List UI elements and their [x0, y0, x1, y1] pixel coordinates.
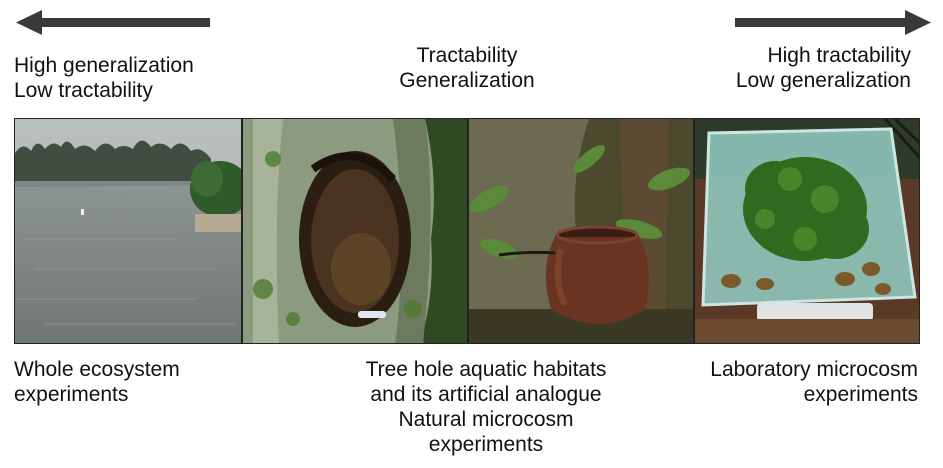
bottom-center-line2: and its artificial analogue — [370, 383, 602, 406]
top-left-line2: Low tractability — [14, 79, 153, 102]
bottom-right-label: Laboratory microcosm experiments — [650, 357, 918, 407]
bottom-center-line1: Tree hole aquatic habitats — [365, 358, 607, 381]
top-right-label: High tractability Low generalization — [653, 43, 911, 93]
bottom-center-line4: experiments — [428, 433, 544, 456]
left-arrow-icon — [16, 10, 210, 35]
bottom-left-label: Whole ecosystem experiments — [14, 357, 180, 407]
bottom-left-line1: Whole ecosystem — [14, 358, 180, 381]
bottom-right-line2: experiments — [803, 383, 918, 406]
bottom-center-line3: Natural microcosm — [398, 408, 574, 431]
top-center-line1: Tractability — [416, 44, 518, 67]
tree-hole-photo — [242, 118, 468, 344]
top-left-line1: High generalization — [14, 54, 194, 77]
top-right-line2: Low generalization — [735, 69, 911, 92]
bottom-left-line2: experiments — [14, 383, 129, 406]
lake-photo — [14, 118, 242, 344]
right-arrow-icon — [735, 10, 931, 35]
bottom-center-label: Tree hole aquatic habitats and its artif… — [326, 357, 646, 457]
bottom-right-line1: Laboratory microcosm — [710, 358, 918, 381]
top-left-label: High generalization Low tractability — [14, 53, 194, 103]
top-right-line1: High tractability — [767, 44, 911, 67]
aquarium-photo — [694, 118, 920, 344]
pot-photo — [468, 118, 694, 344]
top-center-label: Tractability Generalization — [367, 43, 567, 93]
top-center-line2: Generalization — [399, 69, 535, 92]
